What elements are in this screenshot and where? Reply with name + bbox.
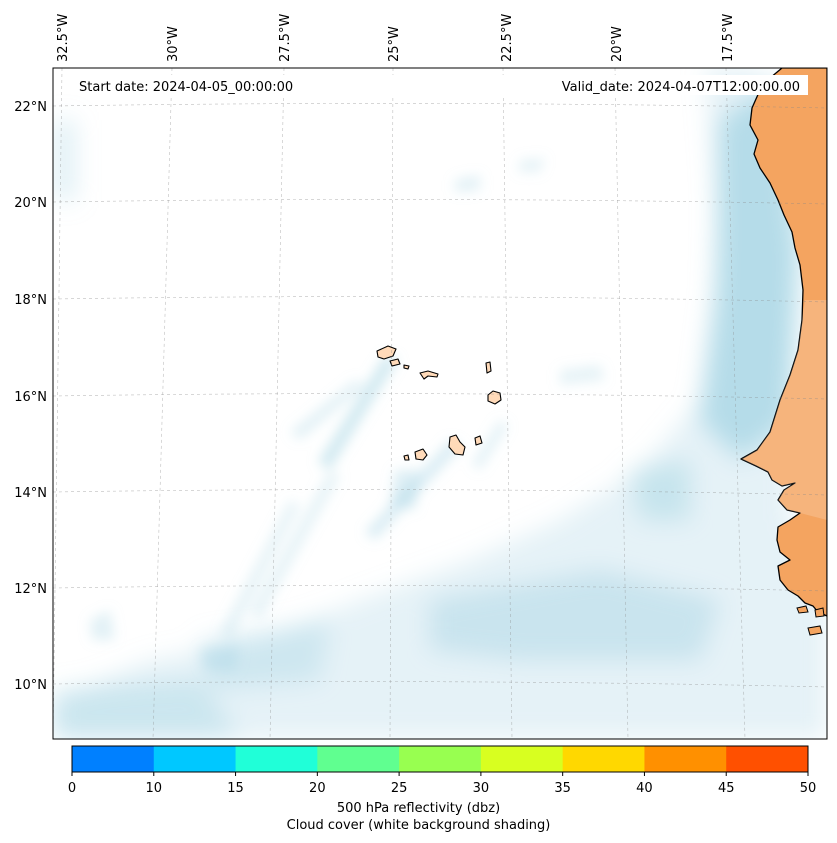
lat-label: 16°N: [14, 390, 47, 405]
lon-label: 20°W: [610, 26, 625, 62]
fogo: [414, 448, 428, 461]
cape-verde-islands: [376, 345, 502, 461]
maio: [474, 435, 483, 446]
lon-label: 22.5°W: [500, 14, 515, 62]
sao-nicolau: [419, 370, 439, 380]
colorbar-tick-label: 20: [309, 781, 326, 796]
colorbar: 0 10 15 20 25 30 35 40 45 50: [68, 745, 817, 796]
colorbar-tick-label: 50: [800, 781, 817, 796]
graticule: [53, 68, 827, 739]
colorbar-tick-label: 35: [554, 781, 571, 796]
santo-antao: [376, 345, 397, 360]
lat-label: 10°N: [14, 678, 47, 693]
lon-label: 27.5°W: [278, 14, 293, 62]
colorbar-tick-label: 0: [68, 781, 76, 796]
colorbar-segment: [235, 746, 318, 772]
colorbar-tick-label: 45: [718, 781, 735, 796]
lat-label: 18°N: [14, 293, 47, 308]
africa-coastline: [740, 68, 827, 617]
colorbar-segment: [562, 746, 645, 772]
colorbar-segment: [644, 746, 727, 772]
lat-label: 14°N: [14, 486, 47, 501]
santiago: [448, 434, 466, 456]
lon-label: 17.5°W: [721, 14, 736, 62]
longitude-labels: 32.5°W 30°W 27.5°W 25°W 22.5°W 20°W 17.5…: [56, 14, 736, 62]
lat-label: 12°N: [14, 582, 47, 597]
sal: [485, 361, 492, 374]
start-date: Start date: 2024-04-05_00:00:00: [79, 80, 293, 95]
valid-date: Valid_date: 2024-04-07T12:00:00.00: [562, 80, 800, 95]
colorbar-segment: [153, 746, 237, 772]
colorbar-tick-label: 15: [227, 781, 244, 796]
santa-luzia: [403, 364, 410, 370]
colorbar-tick-label: 10: [146, 781, 163, 796]
colorbar-tick-label: 25: [391, 781, 408, 796]
colorbar-segment: [72, 746, 155, 772]
colorbar-sublabel: Cloud cover (white background shading): [286, 818, 551, 833]
lon-label: 25°W: [387, 26, 402, 62]
lat-label: 20°N: [14, 196, 47, 211]
bijagos-islands: [796, 605, 825, 636]
lon-label: 30°W: [166, 26, 181, 62]
lon-label: 32.5°W: [56, 14, 71, 62]
colorbar-segment: [317, 746, 400, 772]
colorbar-segment: [726, 746, 809, 772]
brava: [403, 454, 410, 461]
sao-vicente: [389, 358, 401, 367]
colorbar-tick-label: 30: [473, 781, 490, 796]
map-frame: [52, 67, 828, 740]
colorbar-frame: [71, 745, 809, 773]
colorbar-segment: [399, 746, 482, 772]
lat-label: 22°N: [14, 100, 47, 115]
colorbar-segment: [480, 746, 564, 772]
colorbar-tick-label: 40: [636, 781, 653, 796]
latitude-labels: 22°N 20°N 18°N 16°N 14°N 12°N 10°N: [14, 100, 47, 693]
colorbar-label: 500 hPa reflectivity (dbz): [336, 801, 501, 816]
cloud-streaks: [90, 158, 605, 670]
info-banner: [71, 75, 808, 95]
